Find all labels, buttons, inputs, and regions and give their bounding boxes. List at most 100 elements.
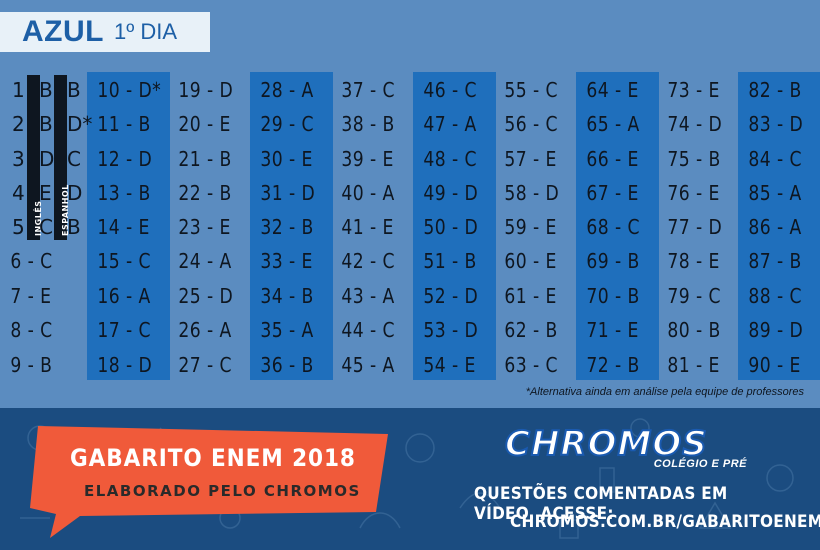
answer-cell: 53 - D — [423, 318, 479, 342]
answer-cell: 58 - D — [504, 181, 560, 205]
spanish-answer: D — [67, 181, 83, 205]
answer-cell: 49 - D — [423, 181, 479, 205]
answer-cell: 52 - D — [423, 284, 479, 308]
logo-tagline: COLÉGIO E PRÉ — [653, 458, 747, 470]
english-answer: B — [39, 78, 53, 102]
answer-column: 46 - C 47 - A 48 - C 49 - D 50 - D 51 - B 52 -… — [413, 72, 496, 380]
answer-cell: 66 - E — [586, 147, 639, 171]
website-link[interactable]: CHROMOS.COM.BR/GABARITOENEM — [510, 512, 820, 532]
answer-cell: 8 - C — [10, 318, 53, 342]
day-label: 1º DIA — [113, 19, 178, 44]
answer-cell: 31 - D — [260, 181, 316, 205]
answer-cell: 10 - D* — [97, 78, 162, 102]
answer-cell: 41 - E — [341, 215, 394, 239]
answer-cell: 44 - C — [341, 318, 395, 342]
answer-cell: 42 - C — [341, 249, 395, 273]
answer-cell: 55 - C — [504, 78, 558, 102]
color-label: AZUL — [22, 15, 104, 48]
answer-cell: 64 - E — [586, 78, 639, 102]
answer-cell: 47 - A — [423, 112, 477, 136]
answer-cell: 71 - E — [586, 318, 639, 342]
question-number: 3 — [12, 147, 25, 171]
answer-cell: 40 - A — [341, 181, 395, 205]
spanish-answer: B — [67, 215, 81, 239]
english-bar: INGLÊS — [27, 75, 43, 240]
answer-cell: 33 - E — [260, 249, 313, 273]
answer-column: 28 - A 29 - C 30 - E 31 - D 32 - B 33 - E 34 -… — [250, 72, 333, 380]
answer-cell: 75 - B — [667, 147, 721, 171]
answer-cell: 43 - A — [341, 284, 395, 308]
answer-cell: 48 - C — [423, 147, 477, 171]
answer-cell: 77 - D — [667, 215, 723, 239]
answer-cell: 21 - B — [178, 147, 232, 171]
answer-cell: 50 - D — [423, 215, 479, 239]
answer-cell: 80 - B — [667, 318, 721, 342]
answer-column: 82 - B 83 - D 84 - C 85 - A 86 - A 87 - B 88 -… — [738, 72, 820, 380]
answer-cell: 61 - E — [504, 284, 557, 308]
answer-cell: 90 - E — [748, 353, 801, 377]
banner-shape — [30, 426, 388, 538]
answer-cell: 67 - E — [586, 181, 639, 205]
answer-cell: 26 - A — [178, 318, 232, 342]
answer-cell: 86 - A — [748, 215, 802, 239]
answer-cell: 15 - C — [97, 249, 151, 273]
answer-cell: 60 - E — [504, 249, 557, 273]
logo-wordmark: CHROMOS — [504, 423, 708, 465]
answer-cell: 62 - B — [504, 318, 558, 342]
answer-cell: 45 - A — [341, 353, 395, 377]
answer-cell: 59 - E — [504, 215, 557, 239]
answer-cell: 65 - A — [586, 112, 640, 136]
answer-cell: 20 - E — [178, 112, 231, 136]
answer-cell: 74 - D — [667, 112, 723, 136]
answer-cell: 12 - D — [97, 147, 153, 171]
answer-cell: 37 - C — [341, 78, 395, 102]
answer-cell: 19 - D — [178, 78, 234, 102]
answer-cell: 27 - C — [178, 353, 232, 377]
answer-cell: 81 - E — [667, 353, 720, 377]
answer-cell: 18 - D — [97, 353, 153, 377]
answer-cell: 36 - B — [260, 353, 314, 377]
answer-cell: 51 - B — [423, 249, 477, 273]
answer-cell: 84 - C — [748, 147, 802, 171]
question-number: 2 — [12, 112, 25, 136]
answer-cell: 11 - B — [97, 112, 151, 136]
answer-cell: 14 - E — [97, 215, 150, 239]
answer-cell: 25 - D — [178, 284, 234, 308]
answer-cell: 88 - C — [748, 284, 802, 308]
answer-column: 6 - C 7 - E 8 - C 9 - B — [0, 72, 83, 380]
answer-cell: 24 - A — [178, 249, 232, 273]
answer-cell: 22 - B — [178, 181, 232, 205]
answer-cell: 9 - B — [10, 353, 53, 377]
answer-cell: 16 - A — [97, 284, 151, 308]
banner-subtitle: ELABORADO PELO CHROMOS — [84, 482, 361, 500]
answer-cell: 29 - C — [260, 112, 314, 136]
spanish-answer: B — [67, 78, 81, 102]
answer-cell: 56 - C — [504, 112, 558, 136]
answer-column: 64 - E 65 - A 66 - E 67 - E 68 - C 69 - B 70 -… — [576, 72, 659, 380]
answer-cell: 30 - E — [260, 147, 313, 171]
question-number: 4 — [12, 181, 25, 205]
spanish-answer: C — [67, 147, 81, 171]
answer-cell: 82 - B — [748, 78, 802, 102]
spanish-bar: ESPANHOL — [54, 75, 70, 240]
english-answer: C — [39, 215, 53, 239]
answer-cell: 83 - D — [748, 112, 804, 136]
answer-cell: 38 - B — [341, 112, 395, 136]
answer-cell: 85 - A — [748, 181, 802, 205]
answer-cell: 17 - C — [97, 318, 151, 342]
english-answer: E — [39, 181, 52, 205]
answer-cell: 73 - E — [667, 78, 720, 102]
question-number: 5 — [12, 215, 25, 239]
banner-title: GABARITO ENEM 2018 — [70, 444, 356, 472]
answer-column: 19 - D 20 - E 21 - B 22 - B 23 - E 24 - A 25 -… — [168, 72, 251, 380]
exam-color-tag: AZUL 1º DIA — [0, 12, 210, 52]
answer-cell: 68 - C — [586, 215, 640, 239]
answer-cell: 46 - C — [423, 78, 477, 102]
answer-column: 73 - E 74 - D 75 - B 76 - E 77 - D 78 - E 79 -… — [657, 72, 740, 380]
video-cta-text: QUESTÕES COMENTADAS EM VÍDEO, ACESSE: — [474, 484, 728, 524]
answer-cell: 13 - B — [97, 181, 151, 205]
answer-cell: 72 - B — [586, 353, 640, 377]
answer-cell: 28 - A — [260, 78, 314, 102]
answer-cell: 6 - C — [10, 249, 53, 273]
chromos-logo: CHROMOS COLÉGIO E PRÉ — [504, 423, 755, 476]
